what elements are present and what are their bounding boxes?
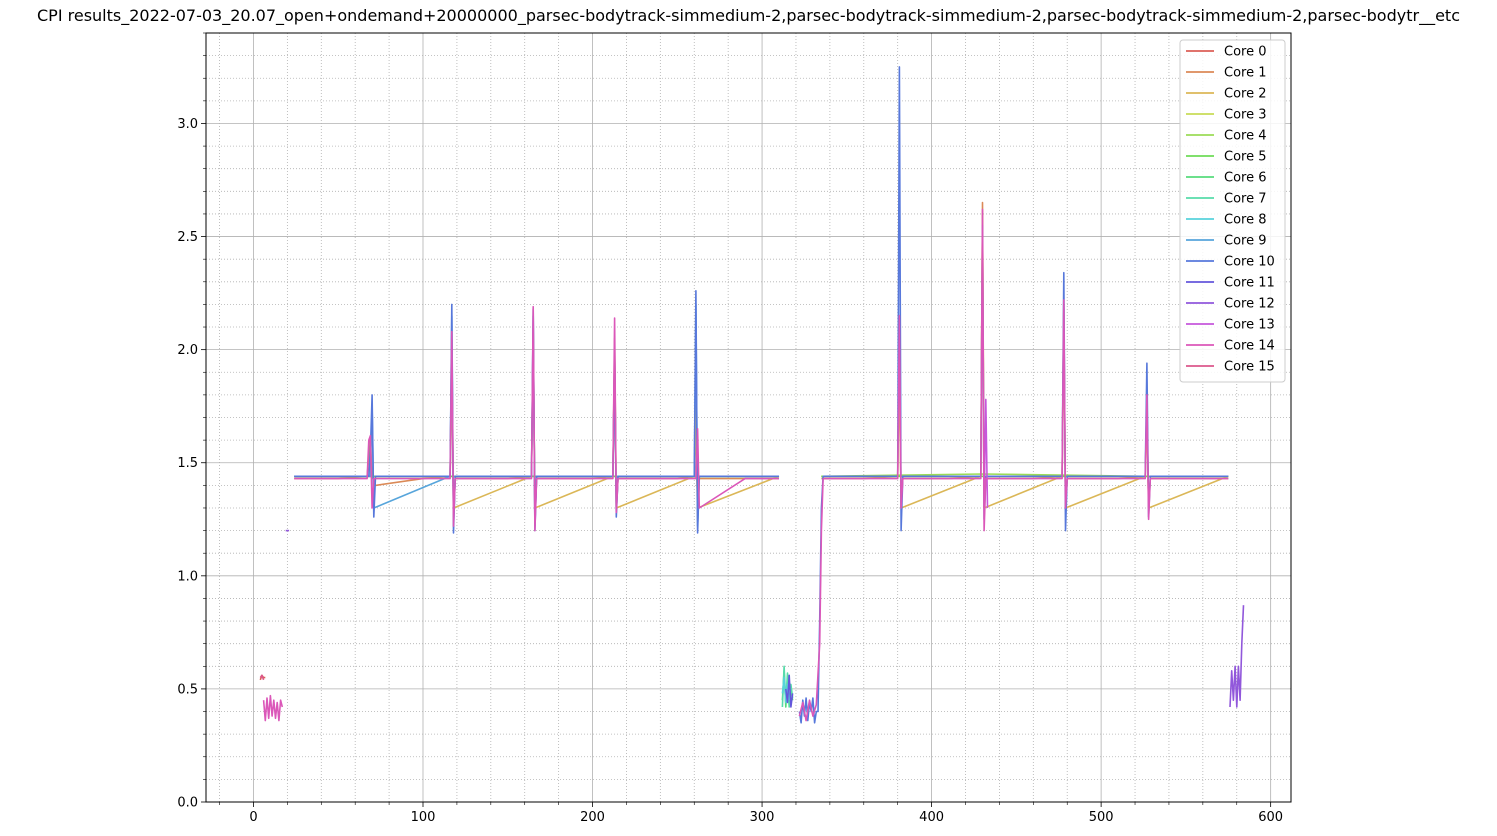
- series-line: [798, 478, 824, 722]
- legend-label: Core 11: [1224, 276, 1275, 291]
- series-line: [798, 476, 824, 724]
- x-tick-label: 600: [1258, 810, 1283, 825]
- tick-layer: 0 100 200 300 400 500 600 0.0 0.5 1.0 1.5 2.0 2.5 3.0: [177, 32, 1283, 825]
- legend-box: [1179, 39, 1286, 383]
- chart-title: CPI results_2022-07-03_20.07_open+ondema…: [37, 6, 1460, 25]
- series-line: [1229, 605, 1245, 708]
- series-line: [294, 305, 779, 532]
- legend-label: Core 13: [1224, 318, 1275, 333]
- legend-label: Core 7: [1224, 192, 1267, 207]
- x-tick-label: 0: [249, 810, 257, 825]
- legend-label: Core 3: [1224, 108, 1267, 123]
- legend-label: Core 14: [1224, 339, 1275, 354]
- y-tick-label: 3.0: [177, 117, 198, 132]
- y-tick-label: 0.5: [177, 682, 198, 697]
- y-tick-label: 2.0: [177, 343, 198, 358]
- series-line: [821, 213, 1229, 509]
- series-layer: [259, 66, 1245, 724]
- series-line: [781, 665, 794, 708]
- series-core-2: [294, 213, 1229, 509]
- series-core-11: [785, 674, 794, 708]
- legend: Core 0 Core 1 Core 2 Core 3 Core 4 Core 5 Core…: [1179, 39, 1286, 383]
- legend-label: Core 8: [1224, 213, 1267, 228]
- legend-label: Core 1: [1224, 66, 1267, 81]
- series-core-13: [983, 398, 989, 509]
- series-line: [262, 694, 284, 722]
- legend-label: Core 12: [1224, 297, 1275, 312]
- x-tick-label: 500: [1089, 810, 1114, 825]
- grid-layer: [206, 32, 1291, 803]
- legend-label: Core 5: [1224, 150, 1267, 165]
- series-line: [785, 674, 794, 708]
- x-tick-label: 400: [919, 810, 944, 825]
- series-line: [821, 201, 1229, 509]
- legend-label: Core 0: [1224, 45, 1267, 60]
- x-tick-label: 300: [750, 810, 775, 825]
- series-line: [823, 66, 1229, 532]
- legend-label: Core 9: [1224, 234, 1267, 249]
- series-core-15: [259, 674, 265, 681]
- legend-label: Core 6: [1224, 171, 1267, 186]
- x-tick-label: 100: [411, 810, 436, 825]
- series-core-1: [294, 201, 1229, 521]
- series-line: [983, 398, 989, 509]
- y-tick-label: 2.5: [177, 230, 198, 245]
- series-core-7: [781, 665, 794, 708]
- series-core-14: [262, 208, 1229, 722]
- series-core-12: [285, 529, 1245, 708]
- legend-label: Core 4: [1224, 129, 1267, 144]
- y-tick-label: 1.5: [177, 456, 198, 471]
- legend-label: Core 15: [1224, 360, 1275, 375]
- series-line: [823, 208, 1229, 532]
- legend-label: Core 2: [1224, 87, 1267, 102]
- legend-label: Core 10: [1224, 255, 1275, 270]
- x-tick-label: 200: [580, 810, 605, 825]
- y-tick-label: 1.0: [177, 569, 198, 584]
- series-line: [259, 674, 265, 681]
- y-tick-label: 0.0: [177, 796, 198, 811]
